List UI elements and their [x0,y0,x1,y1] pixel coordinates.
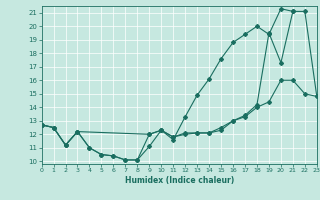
X-axis label: Humidex (Indice chaleur): Humidex (Indice chaleur) [124,176,234,185]
